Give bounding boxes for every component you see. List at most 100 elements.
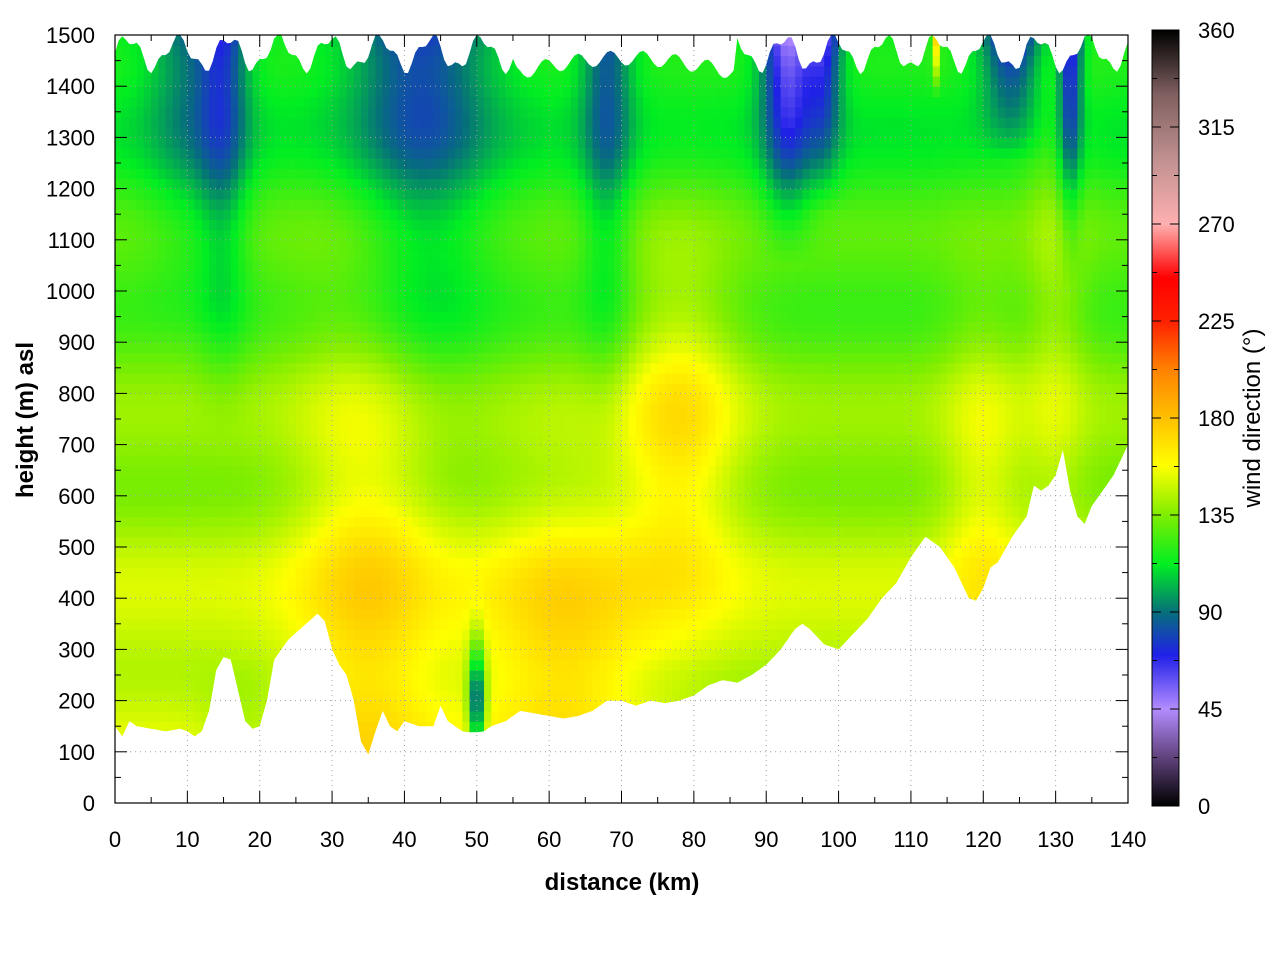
wind-field-cell [339,762,347,773]
wind-field-cell [245,342,254,354]
wind-field-cell [332,250,341,261]
wind-field-cell [252,219,261,231]
wind-field-cell [505,639,514,651]
wind-field-cell [259,106,268,118]
wind-field-cell [158,424,167,436]
wind-field-cell [252,587,261,599]
wind-field-cell [375,506,384,517]
wind-field-cell [252,331,261,343]
wind-field-cell [368,250,377,261]
wind-field-cell [491,198,500,210]
wind-field-cell [469,352,478,364]
wind-field-cell [578,96,587,108]
wind-field-cell [129,434,138,446]
wind-field-cell [361,547,369,558]
wind-field-cell [585,567,594,579]
wind-field-cell [585,198,594,210]
wind-field-cell [404,618,413,630]
wind-field-cell [426,372,435,384]
wind-field-cell [382,116,391,128]
wind-field-cell [513,793,521,804]
wind-field-cell [389,444,398,456]
wind-field-cell [216,710,225,722]
wind-field-cell [570,526,579,538]
wind-field-cell [346,45,355,57]
wind-field-cell [397,403,406,415]
wind-field-cell [324,188,333,200]
wind-field-cell [172,209,181,221]
wind-field-cell [136,567,145,579]
wind-field-cell [512,65,521,77]
wind-field-cell [404,291,413,302]
wind-field-cell [534,75,543,87]
wind-field-cell [223,86,232,98]
wind-field-cell [136,751,145,755]
wind-field-cell [158,506,167,517]
wind-field-cell [382,86,391,98]
wind-field-cell [324,372,333,384]
wind-field-cell [505,434,514,446]
wind-field-cell [484,352,492,364]
wind-field-cell [303,178,312,190]
wind-field-cell [375,700,384,712]
wind-field-cell [541,669,550,681]
wind-field-cell [310,301,319,313]
wind-field-cell [440,270,449,282]
wind-field-cell [223,639,232,651]
wind-field-cell [563,475,572,487]
wind-field-cell [498,557,507,569]
wind-field-cell [462,147,471,159]
wind-field-cell [382,55,391,67]
wind-field-cell [259,96,268,108]
wind-field-cell [484,721,492,733]
wind-field-cell [223,106,232,118]
wind-field-cell [353,403,362,415]
wind-field-cell [223,239,232,251]
wind-field-cell [122,280,131,292]
wind-field-cell [505,45,514,57]
wind-field-cell [310,260,319,272]
wind-field-cell [527,270,536,282]
wind-field-cell [491,628,500,640]
wind-field-cell [230,65,239,77]
wind-field-cell [122,475,131,487]
wind-field-cell [295,198,304,210]
wind-field-cell [505,219,514,231]
wind-field-cell [441,762,449,773]
wind-field-cell [238,75,246,87]
wind-field-cell [541,475,550,487]
wind-field-cell [484,178,492,190]
wind-field-cell [455,536,464,548]
wind-field-cell [549,639,558,651]
wind-field-cell [303,413,312,425]
wind-field-cell [259,393,268,405]
wind-field-cell [195,762,203,773]
wind-field-cell [549,96,558,108]
wind-field-cell [129,547,138,558]
wind-field-cell [158,209,167,221]
wind-field-cell [209,157,217,169]
wind-field-cell [404,628,413,640]
wind-field-cell [143,280,152,292]
wind-field-cell [216,783,224,794]
wind-field-cell [288,147,297,159]
wind-field-cell [578,342,587,354]
wind-field-cell [534,475,543,487]
wind-field-cell [505,393,514,405]
wind-field-cell [512,168,521,180]
wind-field-cell [462,547,471,558]
wind-field-cell [180,710,189,722]
wind-field-cell [520,424,529,436]
wind-field-cell [353,721,362,733]
wind-field-cell [411,280,420,292]
wind-field-cell [375,219,384,231]
wind-field-cell [259,198,268,210]
wind-field-cell [122,680,131,692]
wind-field-cell [303,751,312,755]
wind-field-cell [172,618,181,630]
wind-field-cell [368,526,377,538]
wind-field-cell [382,127,391,139]
wind-field-cell [433,260,442,272]
wind-field-cell [498,209,507,221]
wind-field-cell [411,700,420,712]
